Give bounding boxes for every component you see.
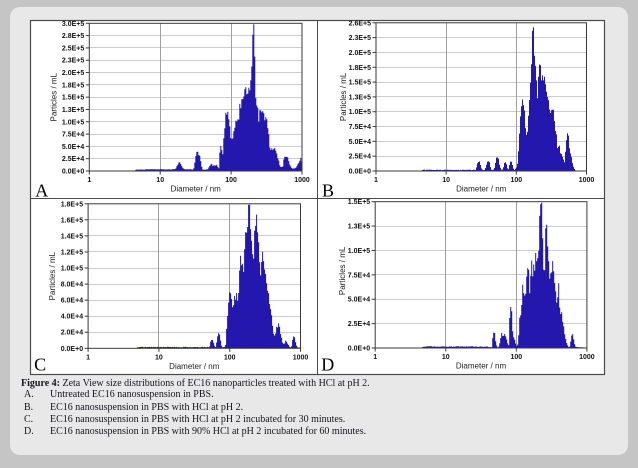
svg-text:Particles / mL: Particles / mL xyxy=(339,72,348,121)
svg-text:Diameter / nm: Diameter / nm xyxy=(456,185,507,194)
svg-text:2.3E+5: 2.3E+5 xyxy=(349,35,371,42)
svg-text:2.5E+5: 2.5E+5 xyxy=(62,45,84,52)
svg-text:1.2E+5: 1.2E+5 xyxy=(61,249,83,256)
svg-text:1.4E+5: 1.4E+5 xyxy=(61,233,83,240)
svg-text:0.0E+0: 0.0E+0 xyxy=(62,169,84,176)
svg-text:5.0E+4: 5.0E+4 xyxy=(348,297,370,304)
svg-text:7.5E+4: 7.5E+4 xyxy=(349,124,371,131)
svg-text:1000: 1000 xyxy=(579,177,595,184)
svg-text:6.0E+4: 6.0E+4 xyxy=(61,298,83,305)
svg-text:2.5E+4: 2.5E+4 xyxy=(62,156,84,163)
svg-text:5.0E+4: 5.0E+4 xyxy=(62,144,84,151)
svg-text:Particles / mL: Particles / mL xyxy=(49,72,58,121)
svg-text:1.3E+5: 1.3E+5 xyxy=(349,94,371,101)
svg-text:0.0E+0: 0.0E+0 xyxy=(349,169,371,176)
svg-text:5.0E+4: 5.0E+4 xyxy=(349,139,371,146)
svg-text:0.0E+0: 0.0E+0 xyxy=(61,346,83,353)
svg-text:B: B xyxy=(322,181,334,201)
svg-text:100: 100 xyxy=(510,354,522,361)
svg-text:1000: 1000 xyxy=(579,354,595,361)
svg-text:Particles / mL: Particles / mL xyxy=(338,246,347,295)
svg-text:2.0E+4: 2.0E+4 xyxy=(61,330,83,337)
svg-text:D: D xyxy=(321,355,334,375)
svg-text:10: 10 xyxy=(442,177,450,184)
svg-text:1.8E+5: 1.8E+5 xyxy=(349,65,371,72)
svg-text:1: 1 xyxy=(373,354,377,361)
svg-text:8.0E+4: 8.0E+4 xyxy=(61,282,83,289)
svg-text:2.5E+4: 2.5E+4 xyxy=(349,154,371,161)
svg-text:1: 1 xyxy=(86,354,90,361)
svg-text:1.5E+5: 1.5E+5 xyxy=(348,199,370,206)
svg-text:1.3E+5: 1.3E+5 xyxy=(62,107,84,114)
svg-text:C: C xyxy=(34,355,46,375)
svg-text:2.3E+5: 2.3E+5 xyxy=(62,58,84,65)
svg-text:1.6E+5: 1.6E+5 xyxy=(61,217,83,224)
svg-text:1: 1 xyxy=(87,177,91,184)
svg-text:Diameter / nm: Diameter / nm xyxy=(456,362,507,371)
svg-text:1.0E+5: 1.0E+5 xyxy=(349,109,371,116)
svg-text:7.5E+4: 7.5E+4 xyxy=(62,132,84,139)
svg-text:7.5E+4: 7.5E+4 xyxy=(348,272,370,279)
svg-text:100: 100 xyxy=(225,177,237,184)
svg-text:4.0E+4: 4.0E+4 xyxy=(61,314,83,321)
svg-text:1.0E+5: 1.0E+5 xyxy=(62,119,84,126)
svg-text:1.5E+5: 1.5E+5 xyxy=(62,95,84,102)
svg-text:1.0E+5: 1.0E+5 xyxy=(348,248,370,255)
svg-text:Diameter / nm: Diameter / nm xyxy=(169,362,220,371)
svg-text:100: 100 xyxy=(510,177,522,184)
svg-text:2.8E+5: 2.8E+5 xyxy=(62,33,84,40)
svg-text:2.5E+4: 2.5E+4 xyxy=(348,321,370,328)
svg-text:1.5E+5: 1.5E+5 xyxy=(349,80,371,87)
svg-text:1: 1 xyxy=(374,177,378,184)
svg-text:1.8E+5: 1.8E+5 xyxy=(61,201,83,208)
svg-text:0.0E+0: 0.0E+0 xyxy=(348,346,370,353)
svg-text:10: 10 xyxy=(155,354,163,361)
svg-text:2.6E+5: 2.6E+5 xyxy=(349,20,371,27)
svg-text:Particles / mL: Particles / mL xyxy=(48,251,57,300)
svg-text:A: A xyxy=(35,181,48,201)
svg-text:1.3E+5: 1.3E+5 xyxy=(348,224,370,231)
svg-text:10: 10 xyxy=(156,177,164,184)
svg-text:2.0E+5: 2.0E+5 xyxy=(62,70,84,77)
svg-text:1000: 1000 xyxy=(293,354,309,361)
svg-text:1000: 1000 xyxy=(294,177,310,184)
svg-text:10: 10 xyxy=(442,354,450,361)
svg-text:1.8E+5: 1.8E+5 xyxy=(62,82,84,89)
svg-text:3.0E+5: 3.0E+5 xyxy=(62,21,84,28)
svg-text:1.0E+5: 1.0E+5 xyxy=(61,266,83,273)
svg-text:Diameter / nm: Diameter / nm xyxy=(171,185,222,194)
svg-text:100: 100 xyxy=(224,354,236,361)
svg-text:2.0E+5: 2.0E+5 xyxy=(349,50,371,57)
